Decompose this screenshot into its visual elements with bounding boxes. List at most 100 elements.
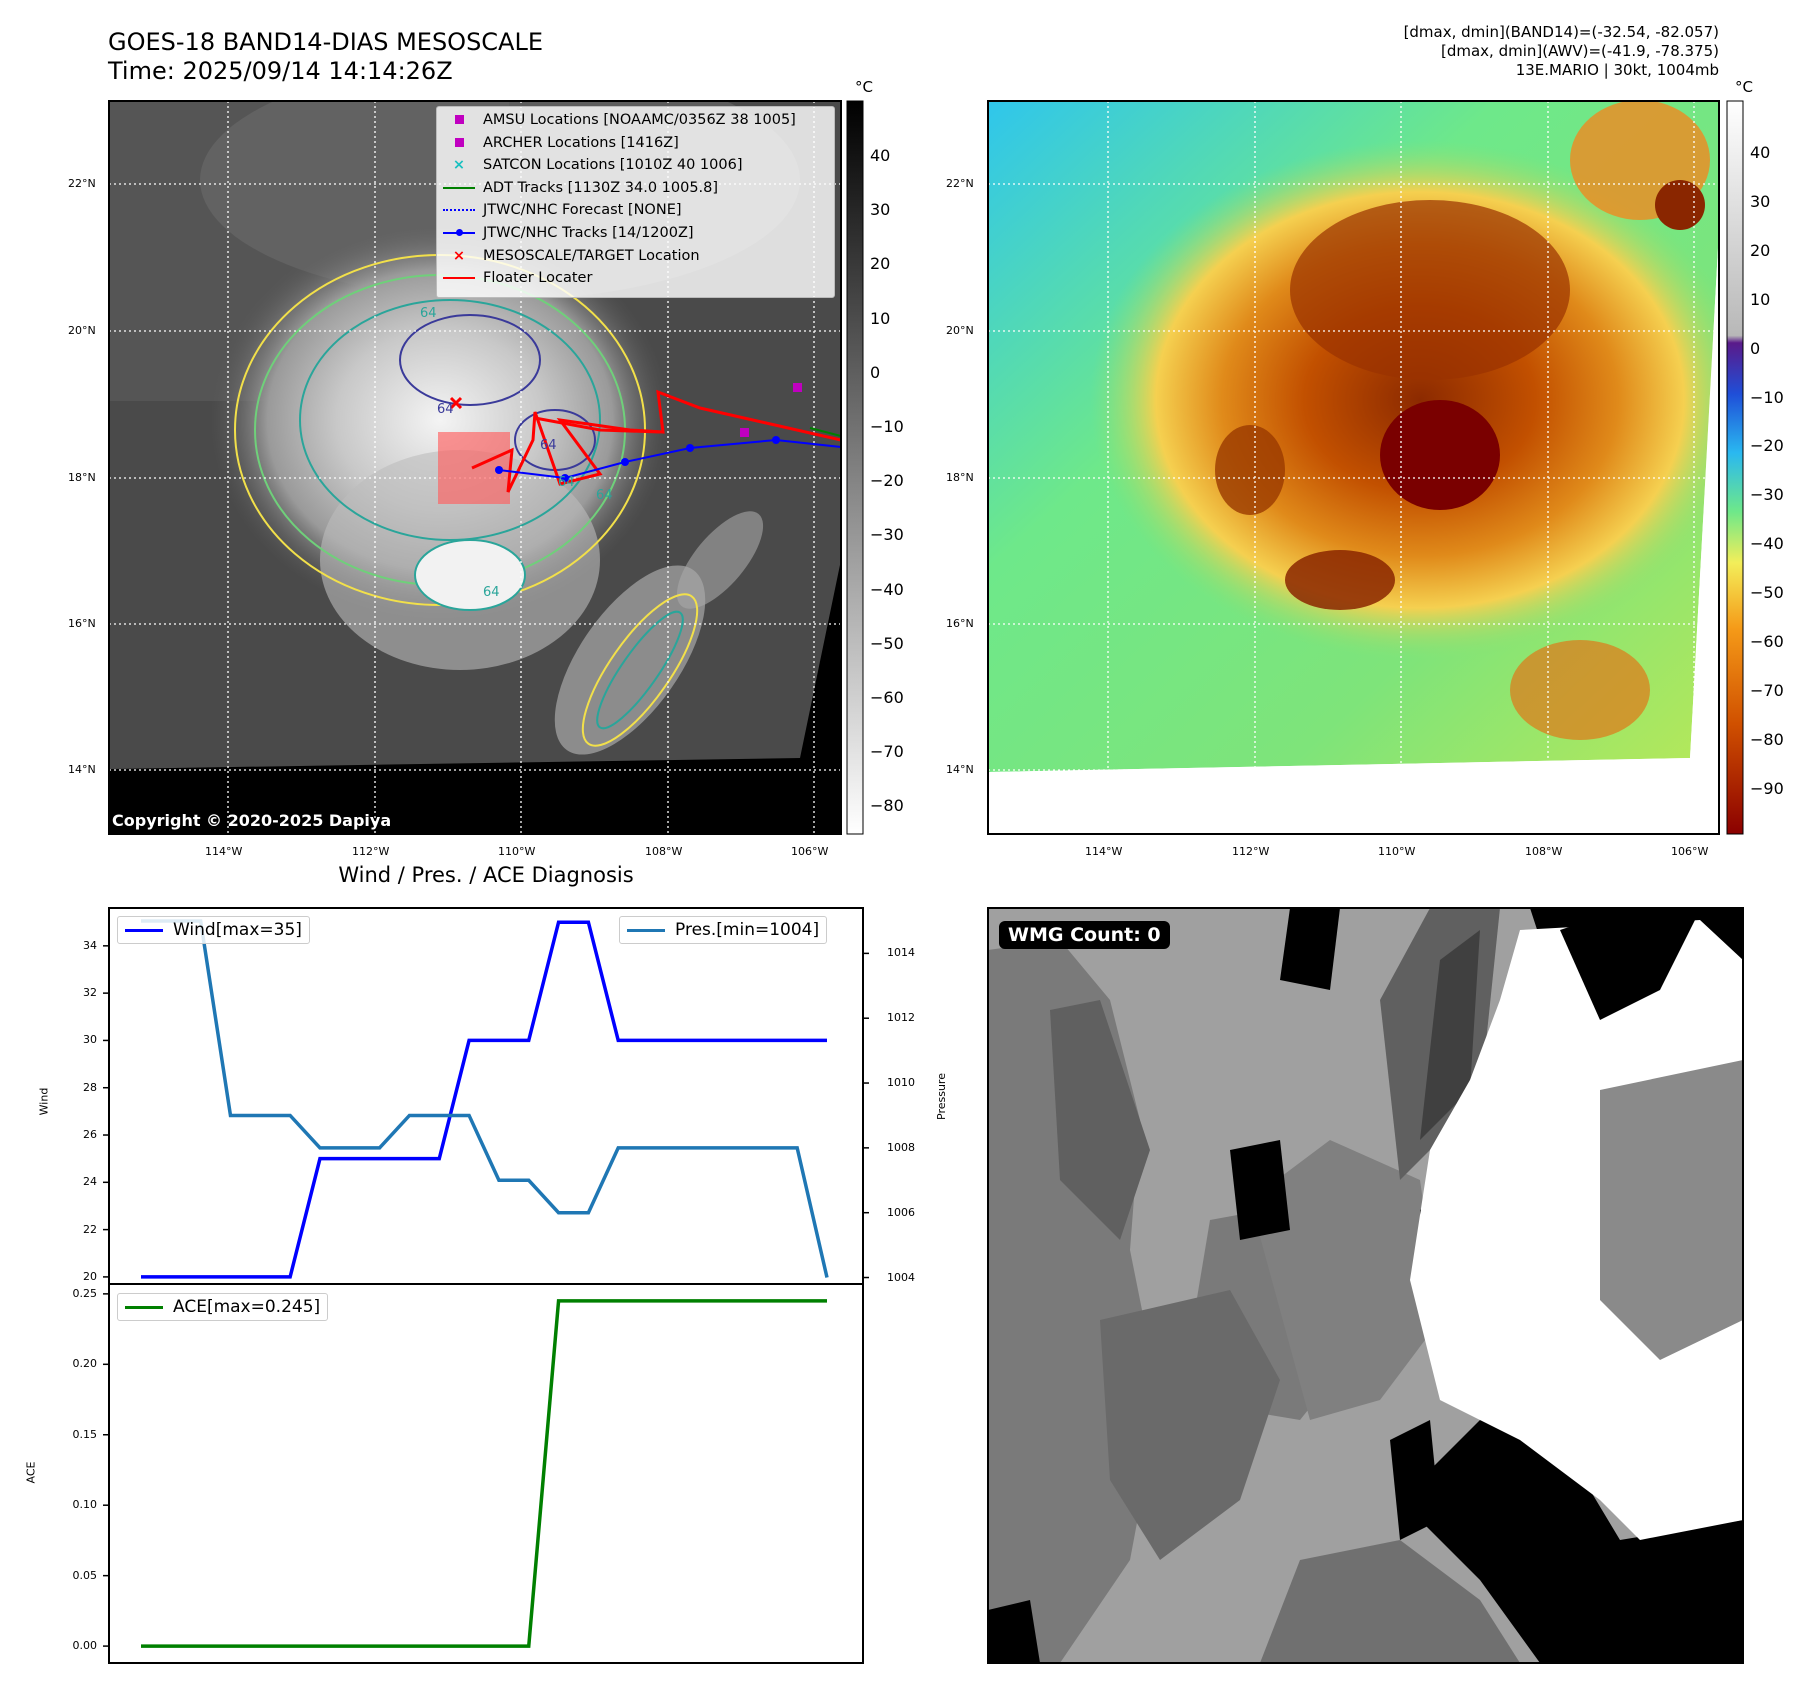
wv-lat-label-16n: 16°N (946, 617, 974, 630)
wind-tick-label: 28 (83, 1080, 97, 1094)
lon-label-106w: 106°W (791, 845, 829, 858)
pressure-series-line (141, 919, 829, 1278)
legend-line-pressure (627, 928, 665, 932)
info-line3: 13E.MARIO | 30kt, 1004mb (1515, 61, 1719, 79)
info-line2: [dmax, dmin](AWV)=(-41.9, -78.375) (1440, 42, 1719, 60)
pressure-axis-label: Pressure (934, 1073, 948, 1120)
wv-lon-label-106w: 106°W (1671, 845, 1709, 858)
ace-plot (103, 1293, 827, 1648)
ir-colorbar-tick: −20 (870, 471, 904, 491)
ace-tick-label: 0.10 (72, 1498, 98, 1512)
ace-tick-label: 0.20 (72, 1357, 98, 1371)
ace-legend-label: ACE[max=0.245] (173, 1297, 321, 1317)
legend-line-ace (125, 1305, 163, 1309)
ir-colorbar (846, 100, 864, 835)
wv-colorbar-tick: 20 (1750, 240, 1771, 260)
wind-tick-label: 24 (83, 1175, 97, 1189)
legend-marker-square-icon (441, 112, 477, 128)
wmg-frame (987, 907, 1744, 1664)
pressure-tick-label: 1010 (887, 1076, 915, 1090)
legend-label: ADT Tracks [1130Z 34.0 1005.8] (483, 179, 719, 196)
legend-marker-line-icon (441, 270, 477, 286)
legend-marker-square-icon (441, 135, 477, 151)
legend-marker-line-icon (441, 180, 477, 196)
ir-legend-row: JTWC/NHC Forecast [NONE] (441, 200, 682, 220)
legend-marker-x-icon: × (452, 157, 466, 174)
lat-label-16n: 16°N (68, 617, 96, 630)
contour-label: 64 (596, 488, 613, 503)
wv-colorbar-unit: °C (1735, 78, 1753, 96)
wv-colorbar-tick: 40 (1750, 143, 1771, 162)
legend-label: MESOSCALE/TARGET Location (483, 247, 700, 264)
wv-colorbar-tick: −30 (1750, 485, 1784, 505)
ir-colorbar-unit: °C (855, 78, 873, 96)
ir-colorbar-tick: 40 (870, 146, 891, 165)
ir-colorbar-tick: −80 (870, 796, 904, 816)
wv-colorbar-tick: −10 (1750, 387, 1784, 407)
ir-legend-row: AMSU Locations [NOAAMC/0356Z 38 1005] (441, 110, 796, 130)
pressure-legend-label: Pres.[min=1004] (675, 920, 820, 940)
wind-tick-label: 20 (83, 1269, 97, 1283)
wind-legend-label: Wind[max=35] (173, 920, 302, 940)
legend-label: SATCON Locations [1010Z 40 1006] (483, 157, 743, 174)
wv-colorbar-tick: 10 (1750, 289, 1771, 309)
ace-tick-label: 0.25 (72, 1286, 98, 1300)
legend-label: ARCHER Locations [1416Z] (483, 134, 679, 151)
legend-line-wind (125, 928, 163, 932)
pressure-tick-label: 1004 (887, 1270, 915, 1284)
wind-pres-plot (103, 919, 869, 1279)
ir-legend-row: JTWC/NHC Tracks [14/1200Z] (441, 223, 694, 243)
lon-label-112w: 112°W (352, 845, 390, 858)
ir-colorbar-tick: 30 (870, 200, 891, 220)
lon-label-110w: 110°W (498, 845, 536, 858)
ace-axis-label: ACE (24, 1461, 38, 1484)
contour-label: 64 (540, 438, 557, 453)
wind-pres-axes (108, 907, 864, 1285)
diagnosis-title: Wind / Pres. / ACE Diagnosis (338, 863, 634, 887)
lon-label-114w: 114°W (205, 845, 243, 858)
legend-label: JTWC/NHC Tracks [14/1200Z] (483, 225, 694, 241)
legend-marker-dotted-icon (441, 202, 477, 218)
info-line1: [dmax, dmin](BAND14)=(-32.54, -82.057) (1403, 23, 1719, 41)
wv-colorbar-tick: −90 (1750, 778, 1784, 798)
contour-label: 64 (420, 306, 437, 321)
wv-lon-label-110w: 110°W (1378, 845, 1416, 858)
ir-colorbar-tick: −10 (870, 417, 904, 436)
ace-tick-label: 0.05 (72, 1568, 98, 1582)
ir-colorbar-tick: −40 (870, 579, 904, 599)
wv-lat-label-18n: 18°N (946, 471, 974, 484)
ir-colorbar-tick: 20 (870, 254, 891, 274)
ir-legend: AMSU Locations [NOAAMC/0356Z 38 1005] ARC… (436, 106, 835, 298)
wmg-image (988, 908, 1743, 1663)
legend-label: JTWC/NHC Forecast [NONE] (483, 202, 682, 219)
copyright-text: Copyright © 2020-2025 Dapiya (112, 811, 392, 830)
pressure-legend: Pres.[min=1004] (619, 916, 828, 944)
wv-lon-label-108w: 108°W (1525, 845, 1563, 858)
legend-label: Floater Locater (483, 270, 593, 287)
wv-colorbar-tick: −40 (1750, 534, 1784, 554)
legend-label: AMSU Locations [NOAAMC/0356Z 38 1005] (483, 112, 796, 128)
wind-tick-label: 22 (83, 1222, 97, 1236)
contour-label: 64 (558, 475, 575, 490)
ace-axes (108, 1283, 864, 1664)
wv-colorbar-tick: −70 (1750, 680, 1784, 700)
ir-map-frame (108, 100, 842, 835)
contour-label: 64 (483, 585, 500, 600)
wv-colorbar-tick: 0 (1750, 338, 1761, 358)
contour-label: 64 (437, 402, 454, 417)
wv-lat-label-14n: 14°N (946, 763, 974, 776)
wind-legend: Wind[max=35] (117, 916, 310, 944)
wv-colorbar (1726, 100, 1744, 835)
wmg-count-badge: WMG Count: 0 (999, 921, 1170, 949)
wind-axis-label: Wind (37, 1087, 51, 1116)
wv-satellite-image (988, 101, 1719, 834)
wind-tick-label: 30 (83, 1033, 97, 1047)
figure-title-line2: Time: 2025/09/14 14:14:26Z (108, 57, 453, 85)
ir-colorbar-tick: −30 (870, 525, 904, 545)
wind-tick-label: 32 (83, 986, 97, 1000)
lat-label-18n: 18°N (68, 471, 96, 484)
ir-colorbar-tick: 10 (870, 308, 891, 328)
wv-colorbar-tick: −80 (1750, 729, 1784, 749)
wind-series-line (141, 920, 827, 1279)
ir-legend-row: Floater Locater (441, 268, 592, 288)
